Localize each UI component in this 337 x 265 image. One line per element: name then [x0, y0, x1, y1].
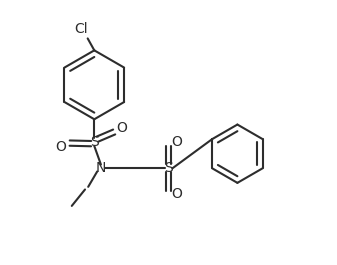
Text: O: O: [171, 135, 182, 149]
Text: O: O: [56, 140, 67, 153]
Text: S: S: [90, 135, 99, 149]
Text: O: O: [116, 121, 127, 135]
Text: S: S: [164, 161, 173, 175]
Text: N: N: [96, 161, 106, 175]
Text: O: O: [171, 187, 182, 201]
Text: Cl: Cl: [74, 22, 88, 36]
